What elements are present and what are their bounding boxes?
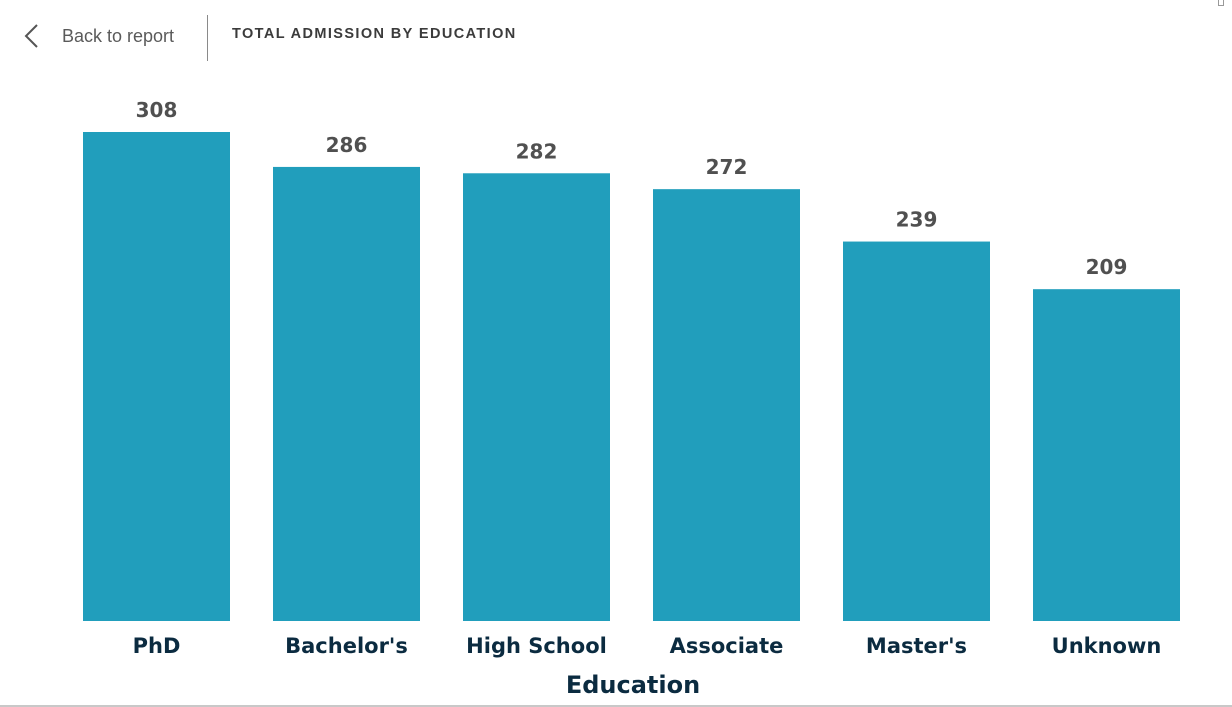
- top-bar: Back to report TOTAL ADMISSION BY EDUCAT…: [0, 0, 1232, 72]
- data-label: 286: [326, 133, 368, 157]
- category-label: Bachelor's: [285, 634, 408, 658]
- bar[interactable]: [843, 241, 990, 621]
- bar[interactable]: [1033, 289, 1180, 621]
- back-to-report-button[interactable]: Back to report: [20, 16, 174, 56]
- x-axis-title: Education: [566, 671, 700, 699]
- back-to-report-label: Back to report: [62, 25, 175, 46]
- bar[interactable]: [273, 166, 420, 621]
- corner-handle: [1218, 0, 1224, 6]
- category-label: Master's: [866, 634, 967, 658]
- data-label: 272: [706, 155, 748, 179]
- bar[interactable]: [463, 173, 610, 621]
- data-label: 308: [136, 98, 178, 122]
- category-label: Associate: [670, 634, 784, 658]
- category-label: High School: [466, 634, 607, 658]
- bar[interactable]: [653, 189, 800, 622]
- data-label: 282: [516, 139, 558, 163]
- page-title: TOTAL ADMISSION BY EDUCATION: [232, 26, 517, 42]
- bottom-border: [0, 705, 1232, 707]
- bar[interactable]: [83, 132, 230, 621]
- header-divider: [207, 15, 208, 61]
- category-label: Unknown: [1052, 634, 1162, 658]
- data-label: 239: [896, 208, 938, 232]
- category-label: PhD: [133, 634, 181, 658]
- chevron-left-icon: [24, 24, 38, 48]
- data-label: 209: [1086, 255, 1128, 279]
